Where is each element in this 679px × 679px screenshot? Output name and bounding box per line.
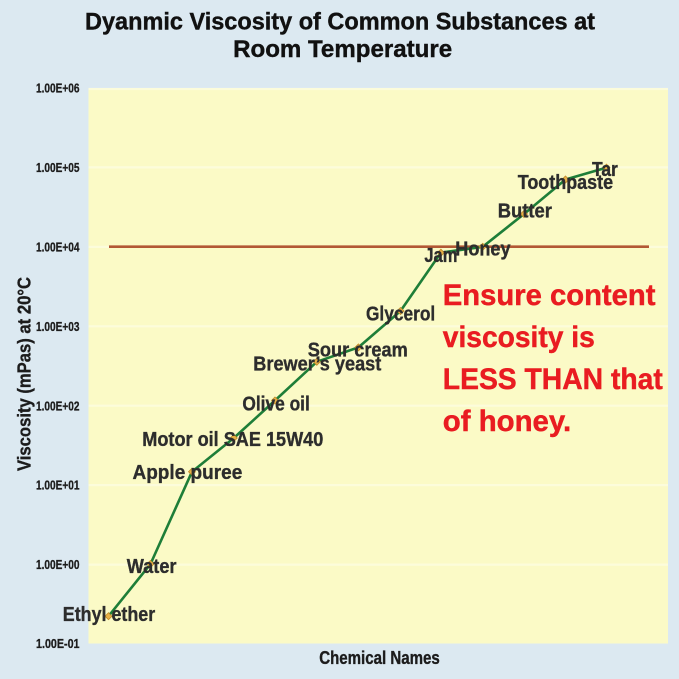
svg-text:viscosity is: viscosity is — [443, 321, 595, 354]
svg-text:1.00E+00: 1.00E+00 — [36, 557, 80, 572]
svg-text:LESS THAN that: LESS THAN that — [443, 363, 663, 396]
svg-text:Glycerol: Glycerol — [366, 303, 435, 325]
svg-text:Tar: Tar — [592, 159, 618, 181]
svg-text:Olive oil: Olive oil — [242, 394, 309, 416]
svg-text:Viscosity (mPas) at 20°C: Viscosity (mPas) at 20°C — [14, 277, 35, 471]
svg-text:1.00E+06: 1.00E+06 — [36, 81, 80, 96]
svg-text:1.00E+03: 1.00E+03 — [36, 319, 80, 334]
svg-text:Jam: Jam — [424, 245, 457, 267]
svg-text:Water: Water — [127, 556, 177, 578]
svg-text:Honey: Honey — [455, 239, 511, 261]
svg-text:of honey.: of honey. — [443, 405, 571, 438]
svg-text:1.00E-01: 1.00E-01 — [36, 636, 80, 651]
svg-text:Toothpaste: Toothpaste — [518, 172, 613, 194]
svg-text:1.00E+02: 1.00E+02 — [36, 398, 80, 413]
svg-text:Motor oil SAE 15W40: Motor oil SAE 15W40 — [142, 429, 323, 451]
svg-text:Room Temperature: Room Temperature — [233, 36, 452, 63]
svg-text:Brewer’s yeast: Brewer’s yeast — [253, 353, 381, 375]
svg-text:Dyanmic Viscosity of Common Su: Dyanmic Viscosity of Common Substances a… — [85, 9, 595, 36]
svg-text:Sour cream: Sour cream — [308, 339, 408, 361]
svg-text:Apple puree: Apple puree — [132, 462, 242, 484]
svg-text:1.00E+05: 1.00E+05 — [36, 160, 80, 175]
svg-text:Butter: Butter — [498, 200, 552, 222]
svg-text:Ethyl ether: Ethyl ether — [63, 604, 156, 626]
svg-text:1.00E+01: 1.00E+01 — [36, 478, 80, 493]
svg-text:1.00E+04: 1.00E+04 — [36, 240, 80, 255]
svg-text:Chemical Names: Chemical Names — [319, 648, 440, 668]
svg-text:Ensure content: Ensure content — [443, 279, 656, 312]
